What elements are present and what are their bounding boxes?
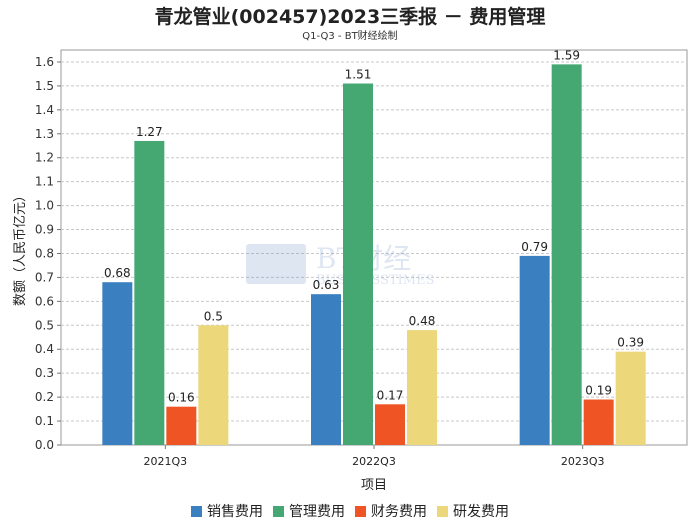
bar bbox=[583, 399, 614, 445]
y-tick-label: 1.4 bbox=[35, 103, 54, 117]
watermark: BT财经BUSINESSTIMES bbox=[246, 242, 435, 288]
bar bbox=[551, 64, 582, 445]
legend-swatch bbox=[273, 506, 284, 517]
bar bbox=[375, 404, 405, 445]
data-label: 0.17 bbox=[377, 388, 404, 402]
x-tick-label: 2023Q3 bbox=[561, 455, 605, 468]
bar bbox=[311, 294, 341, 445]
x-axis-title: 项目 bbox=[361, 478, 387, 493]
y-tick-label: 1.3 bbox=[35, 127, 54, 141]
bar bbox=[519, 255, 550, 445]
y-tick-label: 0.7 bbox=[35, 270, 54, 284]
data-label: 1.27 bbox=[136, 125, 163, 139]
data-label: 0.39 bbox=[617, 336, 644, 350]
y-tick-label: 0.6 bbox=[35, 294, 54, 308]
bar bbox=[343, 83, 373, 446]
legend-label: 研发费用 bbox=[453, 504, 509, 520]
legend-swatch bbox=[355, 506, 366, 517]
y-tick-label: 0.5 bbox=[35, 318, 54, 332]
y-axis-title: 数额（人民币亿元） bbox=[13, 189, 28, 306]
watermark-logo-icon bbox=[246, 244, 306, 284]
legend-item: 财务费用 bbox=[355, 501, 427, 521]
bar bbox=[166, 406, 197, 445]
chart-title: 青龙管业(002457)2023三季报 － 费用管理 bbox=[154, 6, 546, 28]
y-tick-label: 0.1 bbox=[35, 414, 54, 428]
y-tick-label: 1.2 bbox=[35, 151, 54, 165]
y-tick-label: 0.2 bbox=[35, 390, 54, 404]
bar bbox=[615, 351, 646, 445]
y-tick-label: 1.6 bbox=[35, 55, 54, 69]
legend-label: 管理费用 bbox=[289, 504, 345, 520]
chart-legend: 销售费用 管理费用 财务费用 研发费用 bbox=[0, 501, 700, 521]
bar bbox=[198, 325, 229, 445]
data-label: 0.68 bbox=[104, 266, 131, 280]
x-tick-label: 2021Q3 bbox=[144, 455, 188, 468]
data-label: 0.19 bbox=[585, 384, 612, 398]
data-label: 0.5 bbox=[204, 309, 223, 323]
bar bbox=[102, 282, 133, 445]
data-label: 1.51 bbox=[345, 68, 372, 82]
y-tick-label: 0.4 bbox=[35, 342, 54, 356]
legend-swatch bbox=[191, 506, 202, 517]
data-label: 0.48 bbox=[409, 314, 436, 328]
y-tick-label: 0.9 bbox=[35, 223, 54, 237]
data-label: 0.79 bbox=[521, 240, 548, 254]
legend-swatch bbox=[437, 506, 448, 517]
x-tick-label: 2022Q3 bbox=[352, 455, 396, 468]
y-tick-label: 1.5 bbox=[35, 79, 54, 93]
data-label: 1.59 bbox=[553, 48, 580, 62]
legend-item: 销售费用 bbox=[191, 501, 263, 521]
y-tick-label: 0.8 bbox=[35, 246, 54, 260]
plot-area bbox=[60, 49, 688, 446]
y-tick-label: 0.3 bbox=[35, 366, 54, 380]
y-tick-label: 1.0 bbox=[35, 199, 54, 213]
data-label: 0.63 bbox=[313, 278, 340, 292]
bar bbox=[134, 140, 165, 445]
bar bbox=[407, 330, 437, 445]
data-label: 0.16 bbox=[168, 391, 195, 405]
chart-subtitle: Q1-Q3 - BT财经绘制 bbox=[302, 31, 398, 42]
legend-item: 研发费用 bbox=[437, 501, 509, 521]
legend-label: 销售费用 bbox=[207, 504, 263, 520]
y-tick-label: 1.1 bbox=[35, 175, 54, 189]
y-tick-label: 0.0 bbox=[35, 438, 54, 452]
legend-label: 财务费用 bbox=[371, 504, 427, 520]
legend-item: 管理费用 bbox=[273, 501, 345, 521]
